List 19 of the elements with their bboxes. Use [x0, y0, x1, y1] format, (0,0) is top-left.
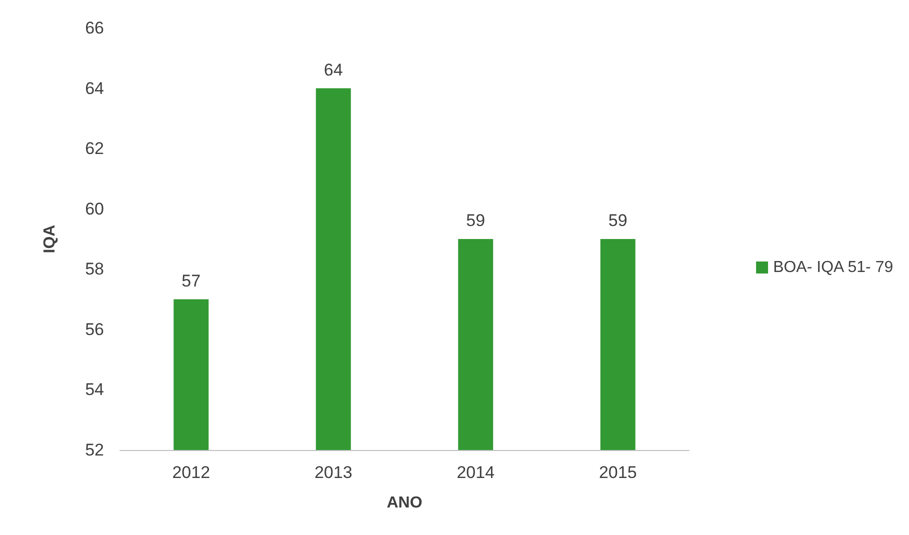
- x-tick-label: 2012: [172, 463, 210, 482]
- x-tick-label: 2014: [456, 463, 495, 482]
- y-axis-title: IQA: [42, 224, 58, 254]
- x-tick-label: 2015: [598, 463, 637, 482]
- data-label: 57: [182, 271, 201, 290]
- y-tick-label: 52: [85, 440, 104, 460]
- y-tick-label: 64: [85, 78, 104, 98]
- data-label: 59: [466, 211, 486, 230]
- y-tick-label: 54: [85, 380, 104, 400]
- y-tick-label: 56: [85, 320, 104, 339]
- y-tick-label: 66: [85, 18, 104, 38]
- legend-label: BOA- IQA 51- 79: [773, 259, 894, 276]
- x-axis-title: ANO: [386, 494, 422, 512]
- y-tick-label: 62: [85, 139, 104, 158]
- data-label: 64: [324, 60, 343, 80]
- data-label: 59: [608, 211, 628, 230]
- y-tick-label: 60: [85, 199, 104, 218]
- y-tick-label: 58: [85, 260, 104, 279]
- x-tick-label: 2013: [314, 463, 352, 482]
